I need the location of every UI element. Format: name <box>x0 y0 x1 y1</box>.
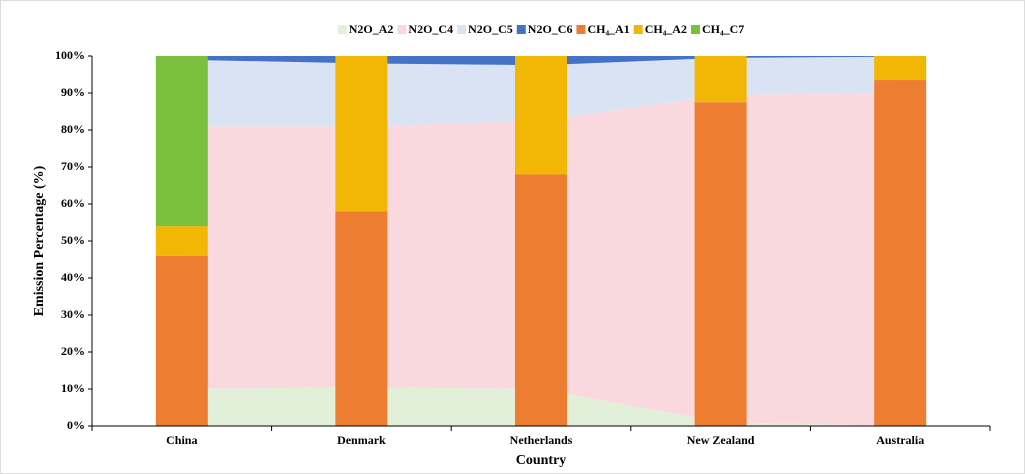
x-tick-label: Netherlands <box>510 433 573 447</box>
bar <box>155 255 208 426</box>
legend-swatch <box>397 25 407 34</box>
y-tick-label: 50% <box>61 233 85 247</box>
bar <box>694 102 747 426</box>
legend-swatch <box>690 25 700 34</box>
legend-label: CH₄_C7 <box>702 22 744 36</box>
bar <box>155 56 208 227</box>
bar <box>694 56 747 103</box>
y-tick-label: 80% <box>61 122 85 136</box>
legend-swatch <box>633 25 643 34</box>
bar <box>335 211 388 426</box>
legend-label: N2O_C4 <box>408 22 453 36</box>
bar <box>335 56 388 212</box>
bar <box>874 80 927 427</box>
legend-label: CH₄_A1 <box>587 22 629 36</box>
y-axis-label: Emission Percentage (%) <box>32 165 47 316</box>
legend-label: N2O_A2 <box>349 22 394 36</box>
y-tick-label: 0% <box>67 418 85 432</box>
x-axis-label: Country <box>516 453 567 468</box>
x-tick-label: China <box>166 433 197 447</box>
x-tick-label: New Zealand <box>687 433 755 447</box>
legend-label: CH₄_A2 <box>645 22 687 36</box>
y-tick-label: 30% <box>61 307 85 321</box>
y-tick-label: 40% <box>61 270 85 284</box>
y-tick-label: 70% <box>61 159 85 173</box>
legend-swatch <box>457 25 467 34</box>
y-tick-label: 10% <box>61 381 85 395</box>
x-tick-label: Denmark <box>337 433 386 447</box>
bar <box>874 56 927 81</box>
y-tick-label: 100% <box>55 48 85 62</box>
legend-label: N2O_C6 <box>528 22 573 36</box>
bar <box>515 56 567 175</box>
y-tick-label: 60% <box>61 196 85 210</box>
y-tick-label: 90% <box>61 85 85 99</box>
legend-swatch <box>337 25 347 34</box>
bar <box>155 226 208 256</box>
y-tick-label: 20% <box>61 344 85 358</box>
x-tick-label: Australia <box>876 433 924 447</box>
legend-swatch <box>576 25 586 34</box>
legend: N2O_A2 N2O_C4 N2O_C5 N2O_C6 CH₄_A1 CH₄_A2 CH₄_… <box>337 22 744 36</box>
legend-swatch <box>516 25 526 34</box>
legend-label: N2O_C5 <box>468 22 513 36</box>
bar <box>515 174 567 426</box>
